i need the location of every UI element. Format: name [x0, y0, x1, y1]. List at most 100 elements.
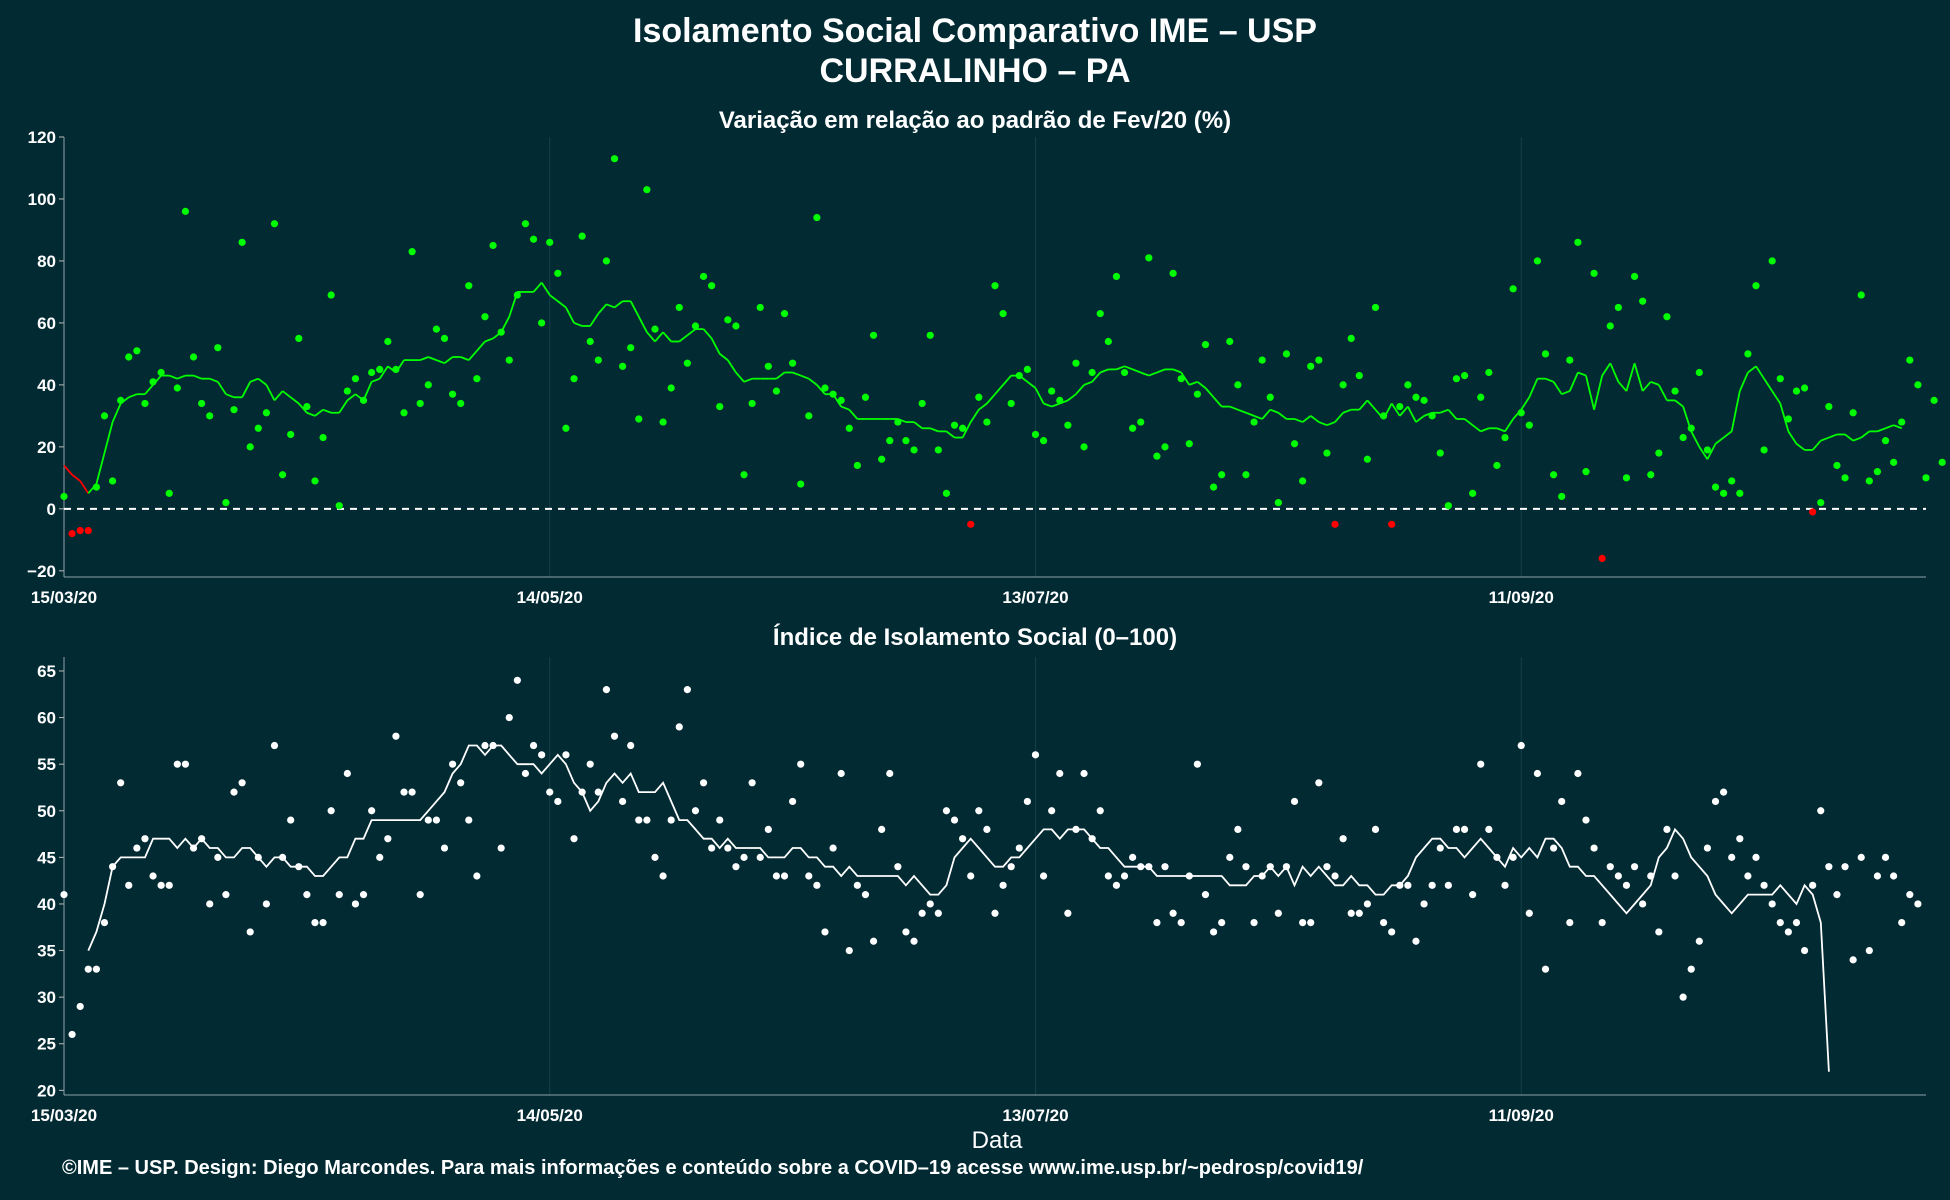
data-point: [1299, 477, 1307, 485]
data-point: [586, 337, 594, 346]
data-point: [1299, 918, 1307, 927]
y-tick-label: 100: [28, 190, 56, 209]
data-point: [991, 909, 999, 917]
data-point: [1792, 918, 1801, 927]
data-point: [1857, 853, 1865, 861]
data-point: [643, 186, 651, 194]
data-point: [1023, 797, 1031, 806]
data-point: [60, 891, 68, 899]
moving-average-segment: [1237, 408, 1247, 414]
data-point: [1153, 452, 1161, 460]
data-point: [60, 492, 68, 501]
data-point: [1420, 900, 1428, 908]
data-point: [1282, 350, 1291, 358]
data-point: [368, 368, 376, 377]
data-point: [343, 387, 351, 395]
data-point: [84, 526, 92, 535]
data-point: [457, 399, 465, 408]
data-point: [1169, 909, 1177, 917]
moving-average-segment: [800, 374, 810, 380]
moving-average-segment: [1852, 436, 1862, 442]
data-point: [1493, 461, 1501, 470]
data-point: [529, 235, 538, 243]
data-point: [335, 502, 343, 510]
data-point: [230, 406, 238, 414]
data-point: [1282, 863, 1291, 871]
data-point: [303, 402, 311, 411]
data-point: [1728, 477, 1736, 485]
data-point: [1177, 918, 1185, 927]
y-tick-label: 80: [37, 252, 56, 271]
moving-average-segment: [1212, 396, 1223, 408]
data-point: [1031, 751, 1040, 759]
moving-average-segment: [1229, 405, 1239, 411]
data-point: [1485, 825, 1493, 834]
data-point: [829, 390, 837, 398]
data-point: [902, 928, 910, 936]
data-point: [538, 319, 546, 327]
data-point: [1266, 863, 1274, 871]
data-point: [950, 421, 959, 429]
data-point: [554, 269, 562, 277]
data-point: [457, 779, 465, 787]
data-point: [1363, 455, 1371, 463]
data-point: [1153, 918, 1161, 927]
moving-average-segment: [1464, 418, 1474, 426]
data-point: [1331, 520, 1339, 528]
data-point: [497, 328, 505, 336]
data-point: [1849, 409, 1857, 417]
moving-average-segment: [476, 340, 486, 352]
moving-average-line: [87, 744, 1830, 1072]
data-point: [1687, 424, 1695, 432]
x-tick-label: 11/09/20: [1489, 1106, 1554, 1125]
data-point: [1906, 891, 1914, 899]
data-point: [586, 760, 594, 768]
data-point: [1841, 863, 1849, 871]
data-point: [837, 769, 845, 778]
moving-average-segment: [1496, 427, 1506, 433]
moving-average-segment: [1188, 380, 1198, 386]
data-point: [1469, 891, 1477, 899]
data-point: [789, 359, 797, 367]
data-point: [1890, 872, 1898, 880]
y-tick-label: 45: [37, 848, 56, 867]
moving-average-segment: [597, 303, 608, 315]
moving-average-segment: [1116, 365, 1125, 371]
moving-average-segment: [1609, 362, 1620, 383]
data-point: [149, 378, 157, 386]
moving-average-segment: [719, 353, 729, 361]
data-point: [1412, 393, 1420, 401]
data-point: [1590, 844, 1598, 852]
data-point: [975, 393, 983, 401]
data-point: [1112, 881, 1121, 889]
data-point: [1873, 872, 1882, 880]
data-point: [1598, 918, 1606, 927]
moving-average-segment: [1828, 433, 1838, 439]
y-tick-label: 35: [37, 942, 56, 961]
moving-average-segment: [338, 399, 349, 414]
data-point: [1080, 443, 1088, 451]
y-tick-label: 30: [37, 988, 56, 1007]
data-point: [92, 483, 100, 491]
moving-average-segment: [637, 316, 648, 333]
data-point: [1161, 443, 1169, 451]
moving-average-segment: [1723, 430, 1733, 439]
x-axis-label: Data: [972, 1127, 1023, 1154]
data-point: [578, 232, 586, 240]
data-point: [1161, 863, 1169, 871]
moving-average-segment: [1568, 372, 1579, 392]
moving-average-segment: [1366, 399, 1377, 411]
data-point: [189, 353, 198, 361]
panel-title-variation: Variação em relação ao padrão de Fev/20 …: [719, 107, 1231, 134]
moving-average-segment: [557, 300, 567, 309]
data-point: [619, 362, 627, 370]
moving-average-segment: [686, 328, 697, 337]
moving-average-segment: [1269, 408, 1279, 414]
data-point: [1922, 474, 1930, 482]
moving-average-segment: [1601, 362, 1612, 377]
moving-average-segment: [298, 402, 308, 414]
data-point: [1728, 853, 1736, 861]
data-point: [1639, 900, 1647, 908]
data-point: [764, 825, 772, 834]
data-point: [1720, 788, 1728, 796]
